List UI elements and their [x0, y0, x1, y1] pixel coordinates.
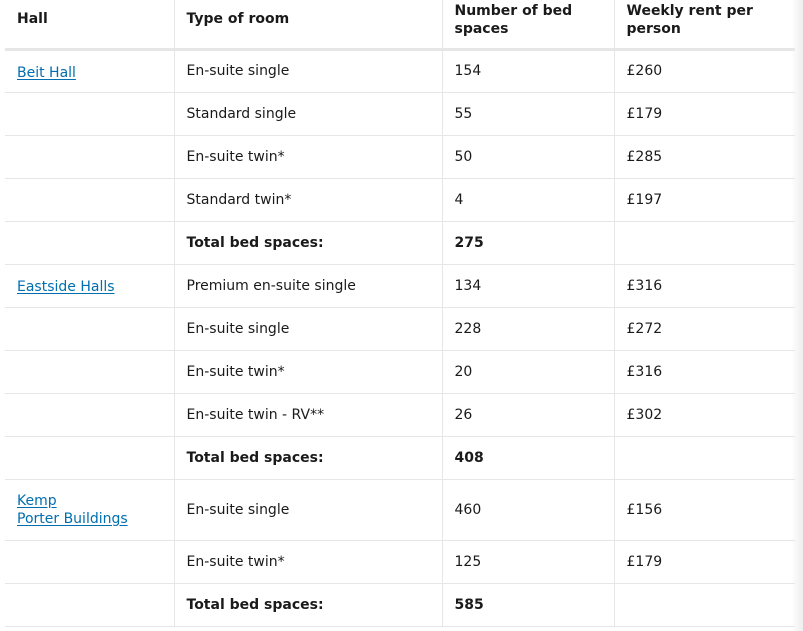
- rent-cell: [613, 221, 795, 265]
- total-row: Total bed spaces: 585: [5, 583, 795, 627]
- rent-cell: £302: [613, 393, 795, 437]
- rent-cell: £197: [613, 178, 795, 222]
- hall-cell: [5, 583, 174, 627]
- hall-cell: [5, 350, 174, 394]
- bed-spaces-cell: 4: [441, 178, 614, 222]
- rent-cell: £179: [613, 92, 795, 136]
- table-row: En-suite twin* 50 £285: [5, 135, 795, 179]
- header-bed-spaces: Number of bed spaces: [441, 0, 614, 51]
- bed-spaces-cell: 50: [441, 135, 614, 179]
- bed-spaces-cell: 228: [441, 307, 614, 351]
- table-row: En-suite twin - RV** 26 £302: [5, 393, 795, 437]
- total-label: Total bed spaces:: [173, 221, 442, 265]
- room-type-cell: Standard single: [173, 92, 442, 136]
- bed-spaces-cell: 26: [441, 393, 614, 437]
- room-type-cell: Standard twin*: [173, 178, 442, 222]
- total-row: Total bed spaces: 275: [5, 221, 795, 265]
- hall-cell: Kemp Porter Buildings: [5, 479, 174, 541]
- header-weekly-rent-line1: Weekly rent per: [626, 3, 753, 19]
- table-row: Kemp Porter Buildings En-suite single 46…: [5, 479, 795, 541]
- hall-cell: [5, 540, 174, 584]
- bed-spaces-cell: 55: [441, 92, 614, 136]
- header-row: Hall Type of room Number of bed spaces W…: [5, 0, 795, 51]
- total-label: Total bed spaces:: [173, 583, 442, 627]
- bed-spaces-cell: 125: [441, 540, 614, 584]
- rent-cell: £156: [613, 479, 795, 541]
- hall-cell: [5, 307, 174, 351]
- hall-cell: [5, 436, 174, 480]
- rent-cell: £316: [613, 264, 795, 308]
- room-type-cell: En-suite single: [173, 479, 442, 541]
- header-weekly-rent-line2: person: [626, 21, 681, 37]
- total-bed-spaces: 408: [441, 436, 614, 480]
- rent-cell: £285: [613, 135, 795, 179]
- header-room-type: Type of room: [173, 0, 442, 51]
- hall-cell: [5, 221, 174, 265]
- bed-spaces-cell: 134: [441, 264, 614, 308]
- total-row: Total bed spaces: 408: [5, 436, 795, 480]
- hall-link-eastside-halls[interactable]: Eastside Halls: [17, 278, 115, 295]
- hall-cell: Beit Hall: [5, 49, 174, 93]
- room-type-cell: En-suite single: [173, 307, 442, 351]
- room-type-cell: En-suite twin - RV**: [173, 393, 442, 437]
- bed-spaces-cell: 154: [441, 49, 614, 93]
- room-type-cell: En-suite twin*: [173, 135, 442, 179]
- room-type-cell: En-suite single: [173, 49, 442, 93]
- hall-cell: [5, 178, 174, 222]
- header-bed-spaces-line1: Number of bed: [454, 3, 573, 19]
- table-row: Standard twin* 4 £197: [5, 178, 795, 222]
- hall-link-line: Porter Buildings: [17, 510, 128, 527]
- rent-cell: £272: [613, 307, 795, 351]
- hall-link-line: Kemp: [17, 492, 57, 509]
- header-bed-spaces-line2: spaces: [454, 21, 509, 37]
- table-row: En-suite twin* 125 £179: [5, 540, 795, 584]
- hall-link-beit-hall[interactable]: Beit Hall: [17, 64, 76, 81]
- total-label: Total bed spaces:: [173, 436, 442, 480]
- table-row: En-suite twin* 20 £316: [5, 350, 795, 394]
- hall-cell: Eastside Halls: [5, 264, 174, 308]
- room-type-cell: En-suite twin*: [173, 540, 442, 584]
- rent-cell: [613, 436, 795, 480]
- hall-cell: [5, 393, 174, 437]
- rent-cell: £316: [613, 350, 795, 394]
- bed-spaces-cell: 460: [441, 479, 614, 541]
- header-weekly-rent: Weekly rent per person: [613, 0, 795, 51]
- rent-cell: £179: [613, 540, 795, 584]
- table-row: Eastside Halls Premium en-suite single 1…: [5, 264, 795, 308]
- room-type-cell: En-suite twin*: [173, 350, 442, 394]
- rent-cell: £260: [613, 49, 795, 93]
- hall-cell: [5, 135, 174, 179]
- header-hall: Hall: [5, 0, 174, 51]
- room-type-cell: Premium en-suite single: [173, 264, 442, 308]
- total-bed-spaces: 275: [441, 221, 614, 265]
- total-bed-spaces: 585: [441, 583, 614, 627]
- hall-link-kemp-porter-buildings[interactable]: Kemp Porter Buildings: [17, 492, 162, 528]
- bed-spaces-cell: 20: [441, 350, 614, 394]
- table-row: Beit Hall En-suite single 154 £260: [5, 49, 795, 93]
- hall-cell: [5, 92, 174, 136]
- table-row: Standard single 55 £179: [5, 92, 795, 136]
- rent-cell: [613, 583, 795, 627]
- halls-table: Hall Type of room Number of bed spaces W…: [5, 0, 795, 627]
- table-row: En-suite single 228 £272: [5, 307, 795, 351]
